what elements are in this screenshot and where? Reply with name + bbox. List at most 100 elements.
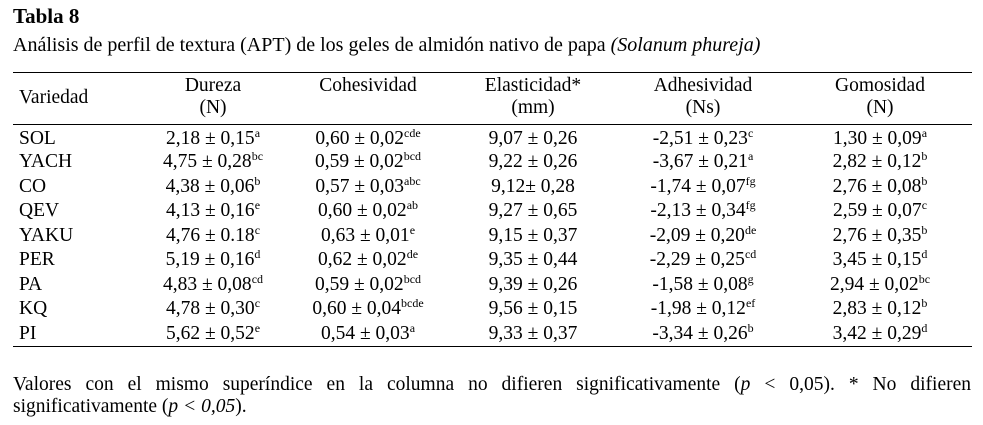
cell-cohesividad: 0,62 ± 0,02de	[288, 248, 448, 273]
cell-adhesividad: -2,29 ± 0,25cd	[618, 248, 788, 273]
cell-superscript: c	[747, 126, 754, 140]
cell-value: 2,83 ± 0,12	[832, 298, 922, 320]
cell-superscript: a	[921, 126, 928, 140]
table-row: SOL 2,18 ± 0,15a 0,60 ± 0,02cde 9,07 ± 0,26…	[13, 125, 972, 151]
cell-value: 9,39 ± 0,26	[488, 273, 578, 295]
cell-superscript: b	[921, 222, 928, 237]
table-row: PI 5,62 ± 0,52e 0,54 ± 0,03a 9,33 ± 0,37 -3,…	[13, 320, 972, 347]
cell-gomosidad: 2,76 ± 0,35b	[788, 224, 972, 249]
cell-value: 0,60 ± 0,02	[317, 200, 407, 222]
cell-value: -3,67 ± 0,21	[652, 151, 748, 173]
cell-value: 5,19 ± 0,16	[165, 249, 255, 271]
cell-elasticidad: 9,07 ± 0,26	[448, 125, 618, 151]
cell-superscript: bcd	[403, 149, 422, 164]
cell-adhesividad: -2,51 ± 0,23c	[618, 125, 788, 151]
cell-adhesividad: -1,98 ± 0,12ef	[618, 297, 788, 322]
cell-elasticidad: 9,12± 0,28	[448, 175, 618, 200]
cell-value: -1,98 ± 0,12	[650, 298, 746, 320]
cell-superscript: d	[921, 320, 928, 335]
cell-superscript: ef	[745, 296, 756, 311]
cell-value: 0,59 ± 0,02	[314, 151, 404, 173]
cell-value: 0,60 ± 0,02	[315, 128, 405, 149]
cell-superscript: b	[921, 149, 928, 164]
cell-superscript: abc	[404, 173, 421, 188]
column-header-unit: (N)	[866, 97, 894, 118]
cell-value: 0,54 ± 0,03	[320, 322, 410, 344]
table-header: Variedad Dureza (N) Cohesividad Elasticidad*…	[13, 72, 972, 125]
cell-elasticidad: 9,22 ± 0,26	[448, 150, 618, 175]
cell-dureza: 4,83 ± 0,08cd	[138, 273, 288, 298]
cell-cohesividad: 0,60 ± 0,02ab	[288, 199, 448, 224]
cell-superscript: bcd	[403, 271, 422, 286]
table-row: YAKU 4,76 ± 0.18c 0,63 ± 0,01e 9,15 ± 0,37-…	[13, 224, 972, 249]
column-header-label: Variedad	[19, 87, 89, 108]
cell-value: 0,59 ± 0,02	[314, 273, 404, 295]
cell-superscript: c	[254, 296, 261, 311]
cell-gomosidad: 2,82 ± 0,12b	[788, 150, 972, 175]
cell-value: 9,07 ± 0,26	[488, 128, 578, 149]
cell-value: 2,18 ± 0,15	[165, 128, 255, 149]
cell-value: 0,60 ± 0,04	[312, 298, 402, 320]
table-row: KQ 4,78 ± 0,30c 0,60 ± 0,04bcde 9,56 ± 0,15…	[13, 297, 972, 322]
cell-value: 9,12± 0,28	[491, 175, 575, 197]
cell-gomosidad: 2,59 ± 0,07c	[788, 199, 972, 224]
cell-cohesividad: 0,60 ± 0,04bcde	[288, 297, 448, 322]
cell-dureza: 4,13 ± 0,16e	[138, 199, 288, 224]
table-row: QEV 4,13 ± 0,16e 0,60 ± 0,02ab 9,27 ± 0,65-…	[13, 199, 972, 224]
column-header-label: Cohesividad	[319, 75, 417, 96]
cell-cohesividad: 0,59 ± 0,02bcd	[288, 273, 448, 298]
cell-superscript: bc	[918, 271, 931, 286]
cell-elasticidad: 9,56 ± 0,15	[448, 297, 618, 322]
cell-superscript: b	[254, 173, 261, 188]
cell-superscript: fg	[745, 198, 756, 213]
cell-value: 4,76 ± 0.18	[165, 224, 255, 246]
cell-dureza: 4,38 ± 0,06b	[138, 175, 288, 200]
cell-cohesividad: 0,63 ± 0,01e	[288, 224, 448, 249]
cell-superscript: e	[254, 198, 261, 213]
table-body: SOL 2,18 ± 0,15a 0,60 ± 0,02cde 9,07 ± 0,26…	[13, 125, 972, 347]
cell-dureza: 4,78 ± 0,30c	[138, 297, 288, 322]
cell-superscript: cd	[251, 271, 264, 286]
cell-superscript: d	[921, 247, 928, 262]
cell-value: -1,74 ± 0,07	[650, 175, 746, 197]
cell-superscript: de	[406, 247, 419, 262]
cell-value: 5,62 ± 0,52	[165, 322, 255, 344]
cell-value: 9,15 ± 0,37	[488, 224, 578, 246]
footnote-part2: < 0,05). * No difieren significativament…	[13, 374, 971, 417]
column-header-unit: (mm)	[511, 97, 555, 118]
cell-dureza: 4,76 ± 0.18c	[138, 224, 288, 249]
cell-superscript: d	[254, 247, 261, 262]
cell-value: -2,13 ± 0,34	[650, 200, 746, 222]
footnote-p2: p < 0,05	[168, 396, 236, 417]
column-header-gomosidad: Gomosidad (N)	[788, 72, 972, 125]
table-row: PA 4,83 ± 0,08cd 0,59 ± 0,02bcd 9,39 ± 0,26…	[13, 273, 972, 298]
column-header-label: Elasticidad*	[484, 75, 582, 96]
cell-adhesividad: -3,67 ± 0,21a	[618, 150, 788, 175]
cell-adhesividad: -2,09 ± 0,20de	[618, 224, 788, 249]
cell-cohesividad: 0,57 ± 0,03abc	[288, 175, 448, 200]
column-header-variedad: Variedad	[13, 72, 138, 125]
footnote-part1: Valores con el mismo superíndice en la c…	[13, 374, 741, 395]
cell-value: 9,33 ± 0,37	[488, 322, 578, 344]
cell-elasticidad: 9,35 ± 0,44	[448, 248, 618, 273]
cell-value: 3,42 ± 0,29	[832, 322, 922, 344]
table-footnote: Valores con el mismo superíndice en la c…	[13, 374, 971, 418]
cell-variedad: KQ	[19, 298, 48, 320]
cell-variedad: SOL	[19, 128, 56, 149]
cell-adhesividad: -2,13 ± 0,34fg	[618, 199, 788, 224]
cell-gomosidad: 1,30 ± 0,09a	[788, 125, 972, 151]
cell-cohesividad: 0,59 ± 0,02bcd	[288, 150, 448, 175]
cell-value: 4,83 ± 0,08	[162, 273, 252, 295]
cell-value: 4,78 ± 0,30	[165, 298, 255, 320]
table-row: YACH 4,75 ± 0,28bc 0,59 ± 0,02bcd 9,22 ± 0,…	[13, 150, 972, 175]
cell-value: 1,30 ± 0,09	[832, 128, 922, 149]
column-header-cohesividad: Cohesividad	[288, 72, 448, 125]
cell-value: 2,82 ± 0,12	[832, 151, 922, 173]
cell-value: 9,35 ± 0,44	[488, 249, 578, 271]
cell-elasticidad: 9,27 ± 0,65	[448, 199, 618, 224]
cell-elasticidad: 9,15 ± 0,37	[448, 224, 618, 249]
cell-superscript: b	[921, 296, 928, 311]
cell-gomosidad: 2,94 ± 0,02bc	[788, 273, 972, 298]
cell-value: 9,27 ± 0,65	[488, 200, 578, 222]
